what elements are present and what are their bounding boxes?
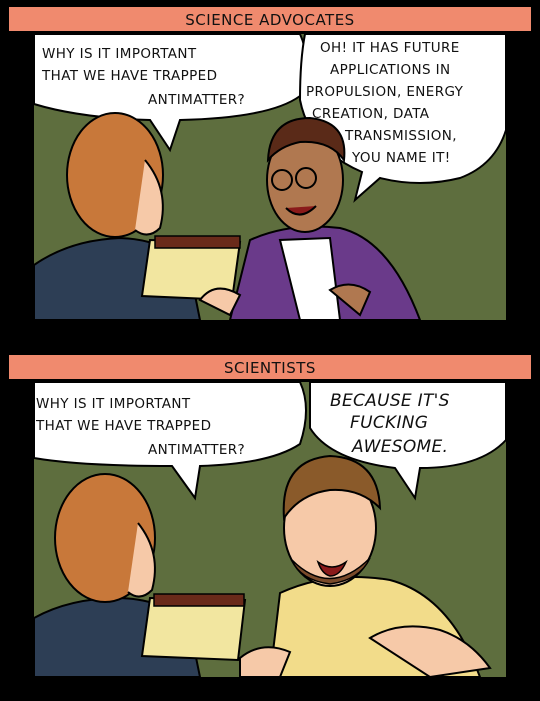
advocate-shirt bbox=[278, 236, 342, 321]
answer-text: BECAUSE IT'S FUCKING AWESOME. bbox=[330, 391, 455, 457]
speech-bubble-answer bbox=[298, 33, 507, 203]
scientist-hair bbox=[282, 454, 382, 521]
advocate-hair bbox=[266, 116, 346, 163]
glasses-lens bbox=[295, 167, 317, 189]
answer-text: OH! IT HAS FUTURE APPLICATIONS IN PROPUL… bbox=[306, 40, 468, 166]
scientist-hand bbox=[368, 625, 492, 679]
interviewer-face bbox=[127, 522, 156, 598]
notepad-binding bbox=[153, 593, 245, 607]
speech-bubble-answer bbox=[309, 381, 507, 501]
interviewer-hand bbox=[239, 646, 292, 678]
advocate-smile bbox=[285, 205, 317, 216]
scientist-beard bbox=[291, 557, 371, 585]
notepad-binding bbox=[154, 235, 241, 249]
glasses-icon bbox=[271, 169, 293, 191]
advocate-hand bbox=[328, 283, 372, 317]
interviewer-hair bbox=[54, 473, 156, 603]
comic-panel-2: SCIENTISTS WHY IS IT IMPORTANT THAT WE H… bbox=[0, 348, 540, 701]
comic-panel-1: SCIENCE ADVOCATES WHY IS IT IMPORTANT TH… bbox=[0, 0, 540, 348]
interviewer-hand bbox=[198, 287, 242, 317]
caption-bar bbox=[7, 353, 533, 381]
panel-2-art: SCIENTISTS WHY IS IT IMPORTANT THAT WE H… bbox=[0, 348, 540, 701]
speech-bubble-question bbox=[33, 381, 307, 501]
panel-2-caption: SCIENTISTS bbox=[224, 359, 316, 377]
interviewer-face bbox=[134, 159, 164, 236]
notepad bbox=[140, 596, 247, 662]
caption-bar bbox=[7, 5, 533, 33]
scientist-mouth bbox=[316, 559, 348, 577]
panel-1-caption: SCIENCE ADVOCATES bbox=[185, 11, 354, 29]
panel-1-art: SCIENCE ADVOCATES WHY IS IT IMPORTANT TH… bbox=[0, 0, 540, 348]
question-text: WHY IS IT IMPORTANT THAT WE HAVE TRAPPED… bbox=[41, 46, 245, 108]
question-text: WHY IS IT IMPORTANT THAT WE HAVE TRAPPED… bbox=[35, 396, 245, 458]
